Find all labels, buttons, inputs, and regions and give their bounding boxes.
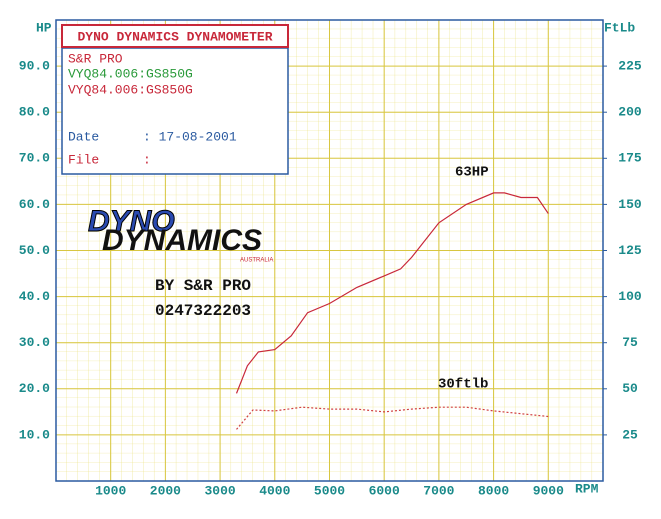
logo-sub: AUSTRALIA <box>240 258 273 264</box>
customer: S&R PRO <box>68 51 123 66</box>
y2-tick-label: 175 <box>618 151 642 166</box>
annotation: 0247322203 <box>155 302 251 320</box>
y-tick-label: 30.0 <box>19 335 50 350</box>
y2-tick-label: 200 <box>618 105 642 120</box>
title-frame <box>61 24 289 48</box>
date-value: : 17-08-2001 <box>143 129 237 144</box>
x-tick-label: 2000 <box>150 483 181 498</box>
info-frame <box>61 47 289 175</box>
y-tick-label: 70.0 <box>19 151 50 166</box>
y2-tick-label: 50 <box>622 381 638 396</box>
logo-bottom: DYNAMICS <box>102 224 262 257</box>
y-tick-label: 90.0 <box>19 59 50 74</box>
series-line <box>235 192 549 394</box>
y2-tick-label: 225 <box>618 59 642 74</box>
y-axis-label: HP <box>36 20 52 35</box>
run-2: VYQ84.006:GS850G <box>68 82 193 97</box>
y2-axis-label: FtLb <box>604 20 635 35</box>
y2-tick-label: 150 <box>618 197 642 212</box>
annotation: 30ftlb <box>438 377 488 393</box>
y2-tick-label: 75 <box>622 335 638 350</box>
x-tick-label: 8000 <box>478 483 509 498</box>
run-1: VYQ84.006:GS850G <box>68 66 193 81</box>
y2-tick-label: 25 <box>622 427 638 442</box>
x-tick-label: 9000 <box>533 483 564 498</box>
logo: DYNO DYNAMICS AUSTRALIA <box>88 204 274 264</box>
series-line <box>236 406 549 430</box>
annotation: 63HP <box>455 165 489 181</box>
x-tick-label: 6000 <box>369 483 400 498</box>
y-tick-label: 80.0 <box>19 105 50 120</box>
y-tick-label: 40.0 <box>19 289 50 304</box>
x-axis-label: RPM <box>575 481 599 496</box>
x-tick-label: 1000 <box>95 483 126 498</box>
y-tick-label: 20.0 <box>19 381 50 396</box>
y-tick-label: 10.0 <box>19 427 50 442</box>
x-tick-label: 5000 <box>314 483 345 498</box>
x-tick-label: 4000 <box>259 483 290 498</box>
date-label: Date <box>68 129 99 144</box>
x-tick-label: 3000 <box>204 483 235 498</box>
info-box: DYNO DYNAMICS DYNAMOMETER S&R PRO VYQ84.… <box>61 24 289 175</box>
y-tick-label: 60.0 <box>19 197 50 212</box>
y2-tick-label: 100 <box>618 289 642 304</box>
y-tick-label: 50.0 <box>19 243 50 258</box>
file-label: File <box>68 152 99 167</box>
logo-top: DYNO <box>88 205 175 238</box>
annotation: BY S&R PRO <box>155 277 251 295</box>
chart-title: DYNO DYNAMICS DYNAMOMETER <box>77 29 272 44</box>
y2-tick-label: 125 <box>618 243 642 258</box>
x-tick-label: 7000 <box>423 483 454 498</box>
file-value: : <box>143 152 151 167</box>
